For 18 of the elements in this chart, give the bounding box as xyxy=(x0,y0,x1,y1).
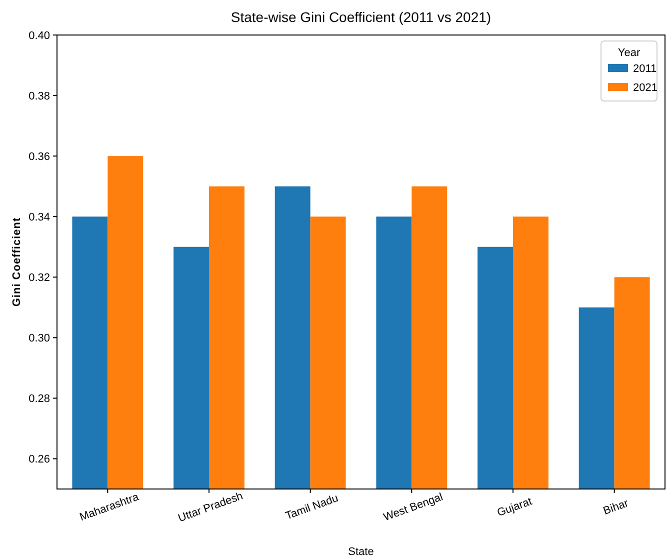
y-tick-label: 0.40 xyxy=(28,30,50,42)
x-axis-title: State xyxy=(348,546,374,558)
legend-title: Year xyxy=(618,47,640,59)
y-axis-title: Gini Coefficient xyxy=(11,217,23,307)
chart-title: State-wise Gini Coefficient (2011 vs 2021) xyxy=(230,9,492,25)
legend-label: 2011 xyxy=(633,63,657,75)
y-tick-label: 0.30 xyxy=(28,332,50,345)
y-tick-label: 0.28 xyxy=(28,393,50,406)
x-tick-label: Tamil Nadu xyxy=(284,492,340,522)
x-tick-label: Gujarat xyxy=(496,496,534,520)
y-tick-label: 0.32 xyxy=(28,272,50,284)
y-tick-label: 0.38 xyxy=(28,90,50,102)
x-tick-label: Bihar xyxy=(602,497,630,518)
y-tick-label: 0.36 xyxy=(28,150,50,163)
x-tick-label: West Bengal xyxy=(382,491,445,524)
y-tick-label: 0.34 xyxy=(28,211,50,224)
legend-label: 2021 xyxy=(633,82,658,94)
y-tick-label: 0.26 xyxy=(28,454,50,466)
